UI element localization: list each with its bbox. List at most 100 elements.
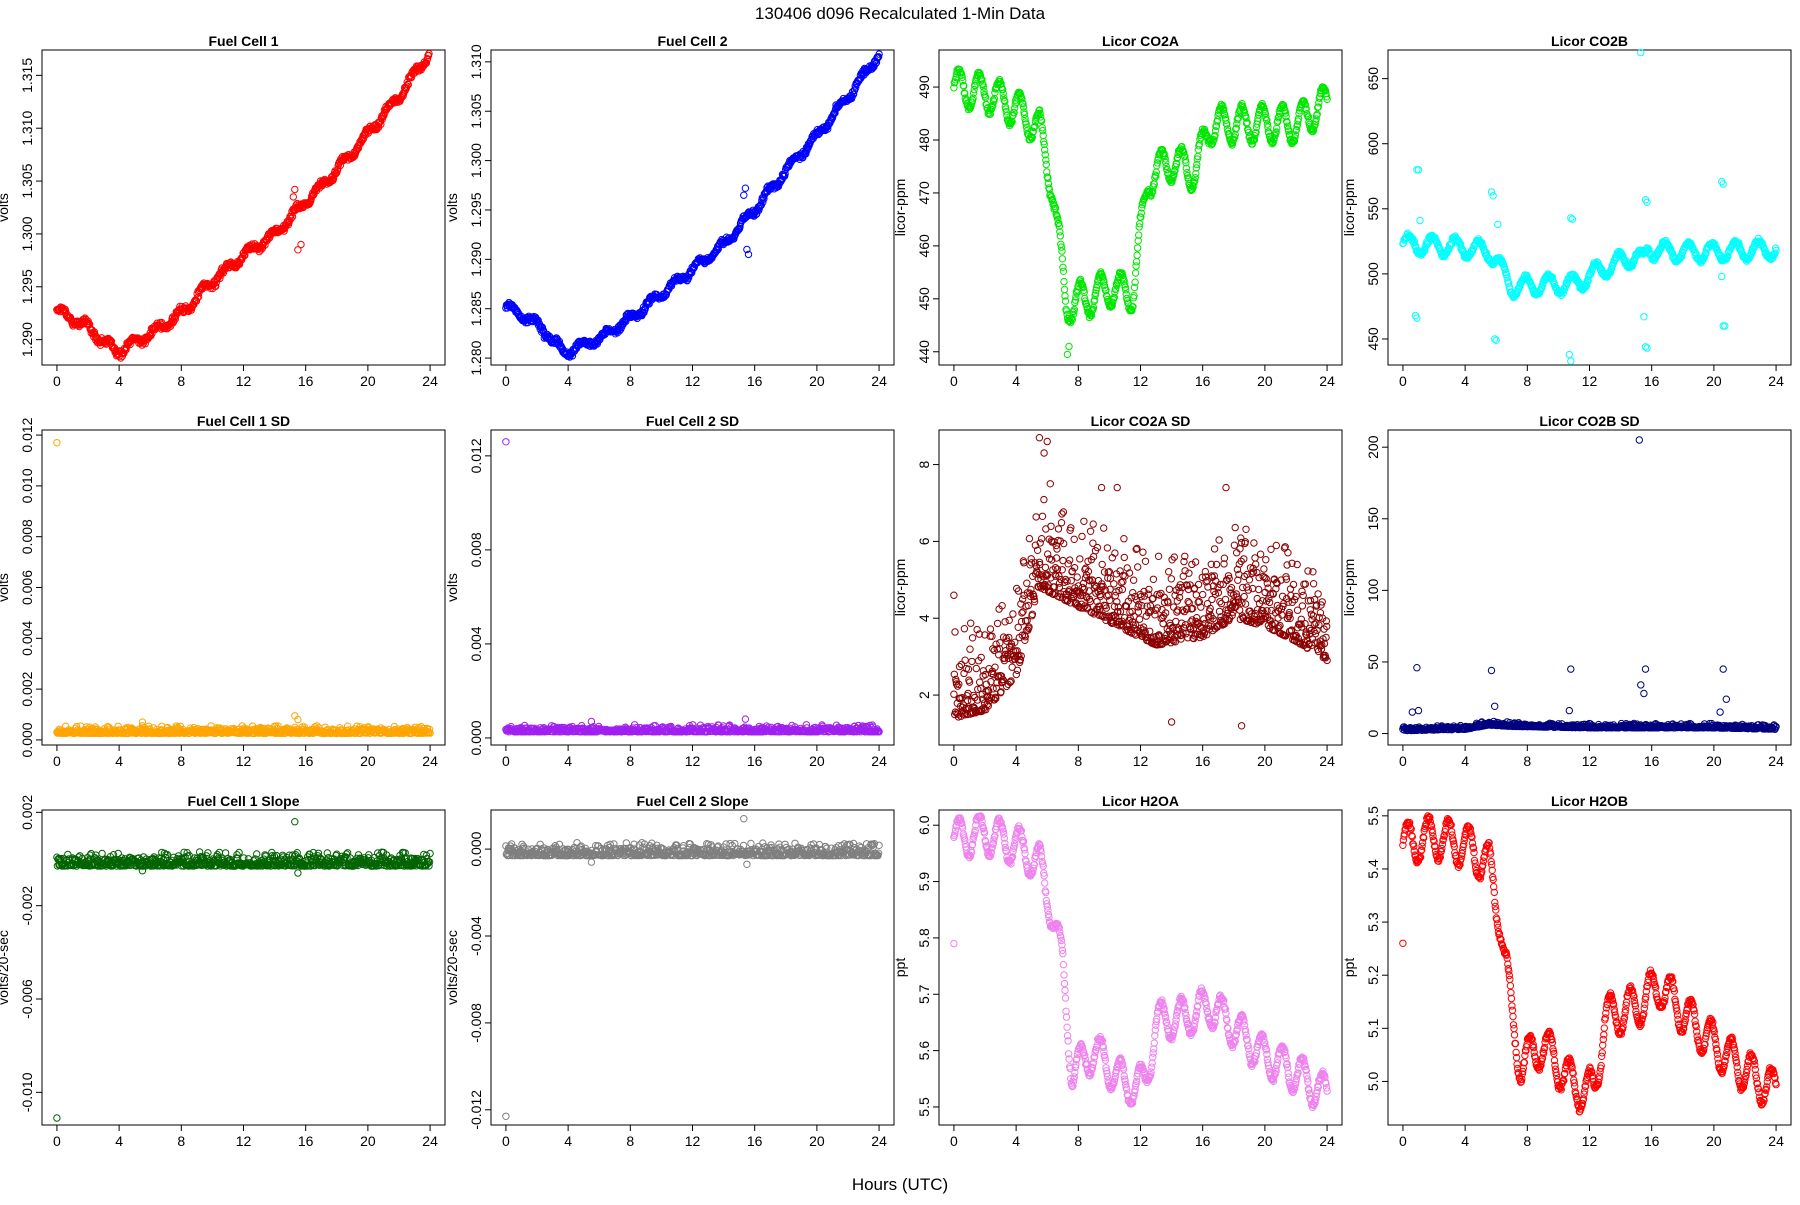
data-point (962, 657, 968, 663)
data-point (1042, 564, 1048, 570)
data-point (1055, 526, 1061, 532)
y-axis-label: volts (0, 573, 11, 602)
y-axis-label: licor-ppm (1341, 179, 1357, 237)
outlier-point (298, 241, 304, 247)
data-point (1014, 667, 1020, 673)
y-tick-label: 650 (1365, 67, 1381, 91)
data-point (969, 635, 975, 641)
data-point (1024, 580, 1030, 586)
series-points (1400, 49, 1780, 364)
plot-frame (491, 430, 894, 745)
figure-x-axis-label: Hours (UTC) (852, 1175, 948, 1194)
y-tick-label: 1.295 (19, 269, 35, 304)
data-point (967, 646, 973, 652)
x-tick-label: 12 (685, 753, 701, 769)
y-tick-label: 1.280 (468, 340, 484, 375)
outlier-point (742, 185, 748, 191)
panel-title: Licor CO2A (1102, 33, 1179, 49)
y-axis-label: volts (444, 573, 460, 602)
x-tick-label: 4 (564, 373, 572, 389)
data-point (973, 665, 979, 671)
data-point (1006, 617, 1012, 623)
outlier-point (503, 439, 509, 445)
x-tick-label: 0 (53, 753, 61, 769)
outlier-point (742, 716, 748, 722)
x-tick-label: 12 (1582, 373, 1598, 389)
data-point (1058, 520, 1064, 526)
data-point (1057, 233, 1063, 239)
outlier-point (1417, 217, 1423, 223)
outlier-point (1064, 351, 1070, 357)
x-tick-label: 20 (360, 373, 376, 389)
data-point (1059, 511, 1065, 517)
y-tick-label: 8 (916, 460, 932, 468)
y-tick-label: 500 (1365, 262, 1381, 286)
x-tick-label: 8 (1523, 373, 1531, 389)
y-tick-label: 6 (916, 537, 932, 545)
data-point (1134, 252, 1140, 258)
y-tick-label: 1.295 (468, 192, 484, 227)
data-point (997, 640, 1003, 646)
x-tick-label: 12 (685, 373, 701, 389)
outlier-point (1493, 337, 1499, 343)
y-tick-label: 480 (916, 128, 932, 152)
x-tick-label: 16 (1195, 753, 1211, 769)
data-point (1067, 557, 1073, 563)
data-point (1003, 683, 1009, 689)
x-tick-label: 4 (564, 753, 572, 769)
data-point (1079, 533, 1085, 539)
y-tick-label: 0.000 (19, 722, 35, 757)
y-tick-label: 1.315 (19, 58, 35, 93)
series-points (503, 439, 883, 735)
y-tick-label: 0.004 (468, 626, 484, 661)
data-point (1060, 509, 1066, 515)
y-tick-label: 4 (916, 614, 932, 622)
data-point (1065, 561, 1071, 567)
y-tick-label: 450 (916, 287, 932, 311)
data-point (1002, 619, 1008, 625)
x-tick-label: 8 (1074, 753, 1082, 769)
plot-frame (491, 50, 894, 365)
data-point (1061, 286, 1067, 292)
data-point (1043, 161, 1049, 167)
data-point (1039, 513, 1045, 519)
x-tick-label: 20 (809, 753, 825, 769)
y-axis-label: volts (0, 193, 11, 222)
outlier-point (1568, 358, 1574, 364)
panel-title: Fuel Cell 1 (208, 33, 278, 49)
y-tick-label: 450 (1365, 327, 1381, 351)
y-axis-label: licor-ppm (892, 559, 908, 617)
y-tick-label: 1.300 (468, 143, 484, 178)
x-tick-label: 4 (1461, 373, 1469, 389)
y-tick-label: 0.010 (19, 468, 35, 503)
x-tick-label: 8 (177, 373, 185, 389)
data-point (1134, 245, 1140, 251)
series-points (54, 440, 434, 737)
figure-title: 130406 d096 Recalculated 1-Min Data (755, 4, 1046, 23)
series-points (503, 51, 883, 360)
x-tick-label: 24 (871, 373, 887, 389)
data-point (1010, 611, 1016, 617)
outlier-point (1641, 314, 1647, 320)
data-point (987, 626, 993, 632)
data-point (1071, 536, 1077, 542)
data-point (1013, 671, 1019, 677)
x-tick-label: 20 (809, 373, 825, 389)
x-tick-label: 0 (1399, 373, 1407, 389)
x-tick-label: 20 (1257, 753, 1273, 769)
y-tick-label: 1.300 (19, 216, 35, 251)
data-point (1061, 278, 1067, 284)
data-point (1132, 270, 1138, 276)
outlier-point (290, 194, 296, 200)
data-point (1033, 514, 1039, 520)
data-point (1101, 525, 1107, 531)
outlier-point (741, 192, 747, 198)
outlier-point (1488, 189, 1494, 195)
x-tick-label: 24 (422, 753, 438, 769)
y-tick-label: 1.310 (19, 110, 35, 145)
y-tick-label: 0.012 (468, 438, 484, 473)
